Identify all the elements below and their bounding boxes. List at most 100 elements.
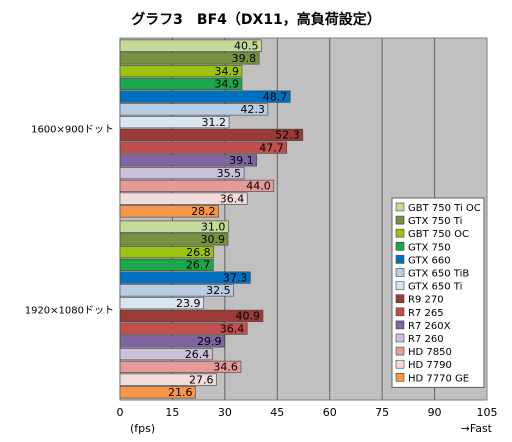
legend-label: GTX 750 Ti xyxy=(408,216,462,227)
data-label: 28.2 xyxy=(191,205,216,218)
bar xyxy=(119,246,214,259)
bar xyxy=(119,205,219,218)
data-label: 39.8 xyxy=(232,52,257,65)
x-tick-label: 30 xyxy=(218,406,232,419)
legend-label: HD 7770 GE xyxy=(408,373,469,384)
x-tick-label: 0 xyxy=(117,406,124,419)
legend-swatch xyxy=(395,320,405,330)
bar xyxy=(119,373,217,386)
bar xyxy=(119,77,243,90)
data-label: 48.7 xyxy=(263,90,288,103)
legend-swatch xyxy=(395,294,405,304)
data-label: 31.0 xyxy=(201,220,226,233)
data-label: 26.8 xyxy=(186,246,211,259)
bar xyxy=(119,220,229,233)
category-label: 1920×1080ドット xyxy=(25,306,114,317)
legend-label: HD 7850 xyxy=(408,347,452,358)
x-tick-label: 75 xyxy=(375,406,389,419)
bar xyxy=(119,284,234,297)
x-axis-label: (fps) xyxy=(130,422,155,435)
bar xyxy=(119,297,204,310)
bar xyxy=(119,322,248,335)
bar xyxy=(119,90,291,103)
data-label: 37.3 xyxy=(223,271,248,284)
data-label: 26.7 xyxy=(186,259,211,272)
data-label: 30.9 xyxy=(201,233,226,246)
bar xyxy=(119,167,245,180)
legend-swatch xyxy=(395,307,405,317)
x-tick-labels: 0 15 30 45 60 75 90 105 xyxy=(117,406,498,419)
legend-label: HD 7790 xyxy=(408,360,452,371)
legend-label: GTX 660 xyxy=(408,255,451,266)
bar xyxy=(119,52,260,65)
legend-label: GTX 750 xyxy=(408,242,451,253)
legend-swatch xyxy=(395,372,405,382)
bar xyxy=(119,271,251,284)
bar xyxy=(119,179,275,192)
data-label: 40.5 xyxy=(234,39,259,52)
legend-swatch xyxy=(395,202,405,212)
legend-label: R7 260 xyxy=(408,334,444,345)
data-label: 44.0 xyxy=(246,180,271,193)
data-label: 21.6 xyxy=(168,386,193,399)
data-label: 34.9 xyxy=(214,78,239,91)
bar xyxy=(119,386,196,399)
x-tick-label: 90 xyxy=(428,406,442,419)
data-label: 23.9 xyxy=(176,297,201,310)
bar xyxy=(119,192,248,205)
bar xyxy=(119,233,229,246)
legend-swatch xyxy=(395,359,405,369)
bar xyxy=(119,128,304,141)
data-label: 36.4 xyxy=(220,192,245,205)
bar xyxy=(119,103,269,116)
data-label: 39.1 xyxy=(229,154,254,167)
data-label: 40.9 xyxy=(235,310,260,323)
legend-label: R7 265 xyxy=(408,308,444,319)
legend-label: GBT 750 OC xyxy=(408,229,469,240)
legend-label: R7 260X xyxy=(408,321,451,332)
legend-label: R9 270 xyxy=(408,295,444,306)
legend-swatch xyxy=(395,346,405,356)
x-tick-label: 60 xyxy=(323,406,337,419)
legend-swatch xyxy=(395,333,405,343)
bars xyxy=(119,39,304,399)
data-label: 34.6 xyxy=(213,361,238,374)
legend-swatch xyxy=(395,228,405,238)
legend-box xyxy=(391,197,485,388)
bar xyxy=(119,258,214,271)
data-label: 35.5 xyxy=(217,167,242,180)
data-label: 34.9 xyxy=(214,65,239,78)
chart-title: グラフ3 BF4（DX11，高負荷設定） xyxy=(131,11,381,28)
bar xyxy=(119,141,288,154)
legend-label: GTX 650 TiB xyxy=(408,269,469,280)
legend-swatch xyxy=(395,255,405,264)
legend-swatch xyxy=(395,242,405,251)
category-label: 1600×900ドット xyxy=(31,125,114,136)
data-label: 31.2 xyxy=(202,116,227,129)
data-label: 52.3 xyxy=(275,129,300,142)
legend-label: GBT 750 Ti OC xyxy=(408,203,481,214)
bar xyxy=(119,39,262,52)
data-label: 36.4 xyxy=(220,322,245,335)
category-labels: 1600×900ドット 1920×1080ドット xyxy=(25,125,114,317)
legend: GBT 750 Ti OC GTX 750 Ti GBT 750 OC GTX 750… xyxy=(391,197,485,388)
data-label: 47.7 xyxy=(259,141,284,154)
data-label: 27.6 xyxy=(189,373,214,386)
bar xyxy=(119,65,243,78)
bar xyxy=(119,348,213,361)
legend-swatch xyxy=(395,215,405,225)
legend-swatch xyxy=(395,268,405,277)
bar xyxy=(119,154,257,167)
legend-label: GTX 650 Ti xyxy=(408,282,462,293)
data-label: 29.9 xyxy=(197,335,222,348)
bar xyxy=(119,309,264,322)
data-label: 42.3 xyxy=(240,103,265,116)
x-axis-label-right: →Fast xyxy=(461,422,493,435)
x-tick-label: 15 xyxy=(165,406,179,419)
x-tick-label: 45 xyxy=(270,406,284,419)
bar xyxy=(119,116,230,129)
bar xyxy=(119,360,242,373)
bar xyxy=(119,335,225,348)
legend-swatch xyxy=(395,281,405,290)
